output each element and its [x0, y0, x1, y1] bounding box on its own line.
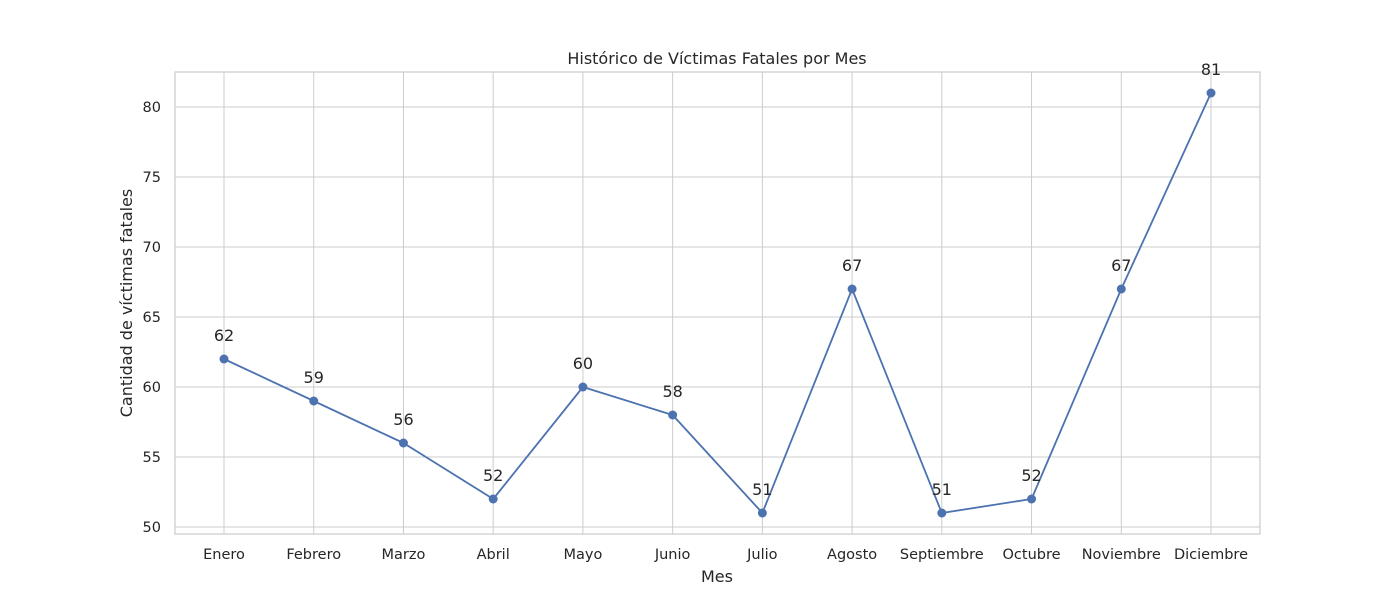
x-tick-label: Febrero: [286, 547, 341, 563]
data-point: [937, 508, 947, 518]
y-axis-title: Cantidad de víctimas fatales: [117, 189, 136, 418]
data-point: [1027, 494, 1037, 504]
tick-label-layer: 50 55 60 65 70 75 80 Enero Febrero Marzo Abril Mayo…: [143, 100, 1249, 563]
data-point: [757, 508, 767, 518]
series-layer: [219, 88, 1216, 518]
data-point: [668, 410, 678, 420]
y-tick-label: 75: [143, 170, 161, 186]
series-line: [223, 92, 1212, 514]
y-tick-label: 65: [143, 310, 161, 326]
data-label: 51: [932, 480, 952, 499]
data-label: 52: [483, 466, 503, 485]
data-label: 56: [393, 410, 413, 429]
x-tick-label: Mayo: [563, 547, 602, 563]
x-tick-label: Marzo: [382, 547, 426, 563]
data-point: [847, 284, 857, 294]
y-tick-label: 50: [143, 520, 161, 536]
x-tick-label: Agosto: [827, 547, 877, 563]
plot-frame: [174, 71, 1261, 535]
data-label: 81: [1201, 60, 1221, 79]
data-label: 59: [304, 368, 324, 387]
data-point: [219, 354, 229, 364]
data-label: 52: [1021, 466, 1041, 485]
y-tick-label: 80: [143, 100, 161, 116]
data-label: 62: [214, 326, 234, 345]
y-tick-label: 70: [143, 240, 161, 256]
data-label: 67: [1111, 256, 1131, 275]
chart-title: Histórico de Víctimas Fatales por Mes: [567, 49, 866, 68]
x-tick-label: Junio: [654, 547, 691, 563]
data-label: 58: [662, 382, 682, 401]
y-tick-label: 60: [143, 380, 161, 396]
data-point: [578, 382, 588, 392]
data-point: [1206, 88, 1216, 98]
x-tick-label: Abril: [477, 547, 510, 563]
x-tick-label: Julio: [746, 547, 778, 563]
x-tick-label: Noviembre: [1082, 547, 1161, 563]
data-label-layer: 62 59 56 52 60 58 51 67 51 52 67 81: [214, 60, 1221, 499]
y-tick-label: 55: [143, 450, 161, 466]
grid-layer: [175, 72, 1260, 534]
data-label: 60: [573, 354, 593, 373]
x-tick-label: Enero: [203, 547, 245, 563]
data-point: [1116, 284, 1126, 294]
x-tick-label: Octubre: [1003, 547, 1061, 563]
data-label: 51: [752, 480, 772, 499]
x-tick-label: Diciembre: [1174, 547, 1248, 563]
data-point: [309, 396, 319, 406]
data-point: [488, 494, 498, 504]
x-axis-title: Mes: [701, 567, 733, 586]
x-tick-label: Septiembre: [900, 547, 984, 563]
data-label: 67: [842, 256, 862, 275]
data-point: [398, 438, 408, 448]
